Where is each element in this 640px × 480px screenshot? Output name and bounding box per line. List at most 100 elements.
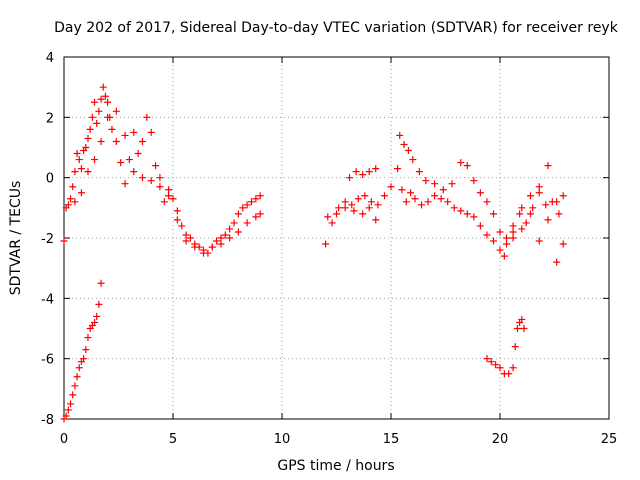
data-point — [518, 315, 526, 323]
x-tick-label: 0 — [60, 432, 68, 447]
data-point — [361, 192, 369, 200]
data-point — [75, 364, 83, 372]
data-point — [544, 216, 552, 224]
data-point — [415, 168, 423, 176]
data-point — [243, 201, 251, 209]
data-point — [73, 150, 81, 158]
data-point — [324, 213, 332, 221]
data-point — [64, 406, 72, 414]
series-main — [60, 83, 264, 257]
data-point — [542, 201, 550, 209]
data-point — [226, 225, 234, 233]
data-point — [169, 195, 177, 203]
data-point — [476, 189, 484, 197]
series-evening-b — [324, 204, 380, 224]
data-point — [404, 147, 412, 155]
series-main-lower — [71, 107, 264, 257]
data-point — [234, 228, 242, 236]
data-point — [527, 210, 535, 218]
y-tick-label: 4 — [46, 51, 54, 66]
data-point — [93, 312, 101, 320]
data-point — [112, 137, 120, 145]
data-point — [559, 240, 567, 248]
data-point — [394, 165, 402, 173]
data-point — [256, 192, 264, 200]
data-point — [84, 334, 92, 342]
data-point — [64, 201, 72, 209]
data-point — [130, 168, 138, 176]
data-point — [503, 234, 511, 242]
grid — [64, 57, 609, 419]
data-point — [226, 234, 234, 242]
data-point — [509, 228, 517, 236]
data-point — [513, 325, 521, 332]
data-point — [138, 137, 146, 145]
data-point — [346, 174, 354, 182]
data-point — [62, 412, 70, 420]
data-point — [173, 207, 181, 215]
data-point — [191, 243, 199, 251]
data-point — [252, 213, 260, 221]
data-point — [117, 159, 125, 167]
data-point — [559, 192, 567, 200]
y-tick-label: 2 — [46, 111, 54, 126]
data-point — [424, 198, 432, 206]
data-point — [439, 186, 447, 194]
x-tick-label: 10 — [274, 432, 291, 447]
data-point — [182, 231, 190, 239]
data-point — [553, 198, 561, 206]
data-point — [496, 364, 504, 372]
data-point — [341, 204, 349, 212]
data-point — [121, 131, 129, 139]
data-point — [84, 168, 92, 176]
data-point — [97, 279, 105, 287]
data-point — [483, 355, 491, 363]
data-point — [208, 243, 216, 251]
data-point — [359, 210, 367, 218]
data-point — [147, 128, 155, 136]
data-point — [243, 219, 251, 227]
data-point — [108, 125, 116, 133]
data-point — [335, 204, 343, 212]
data-point — [112, 107, 120, 115]
data-point — [160, 198, 168, 206]
data-point — [492, 361, 500, 369]
data-point — [328, 219, 336, 227]
data-point — [489, 210, 497, 218]
data-point — [77, 165, 85, 173]
chart-title: Day 202 of 2017, Sidereal Day-to-day VTE… — [54, 20, 619, 36]
data-point — [402, 198, 410, 206]
data-point — [500, 252, 508, 260]
data-point — [156, 174, 164, 182]
data-point — [470, 177, 478, 185]
data-point — [431, 180, 439, 188]
data-point — [518, 225, 526, 233]
data-point — [125, 156, 133, 164]
data-point — [367, 198, 375, 206]
data-point — [522, 219, 530, 227]
series-late-upper — [396, 131, 561, 242]
data-point — [509, 234, 517, 242]
data-point — [71, 198, 79, 206]
data-point — [535, 189, 543, 197]
data-point — [503, 240, 511, 248]
data-point — [230, 219, 238, 227]
data-point — [483, 198, 491, 206]
data-point — [93, 119, 101, 127]
series-late-low — [483, 315, 528, 378]
data-point — [463, 162, 471, 170]
data-point — [104, 113, 112, 121]
data-point — [152, 162, 160, 170]
data-point — [138, 174, 146, 182]
data-point — [95, 300, 103, 308]
y-axis-label: SDTVAR / TECUs — [8, 181, 24, 296]
data-point — [186, 234, 194, 242]
data-point — [217, 240, 225, 248]
y-tick-label: -2 — [41, 232, 54, 247]
data-point — [409, 156, 417, 164]
data-point — [437, 195, 445, 203]
data-point — [104, 98, 112, 106]
data-point — [322, 240, 330, 248]
data-point — [348, 201, 356, 209]
data-point — [91, 156, 99, 164]
